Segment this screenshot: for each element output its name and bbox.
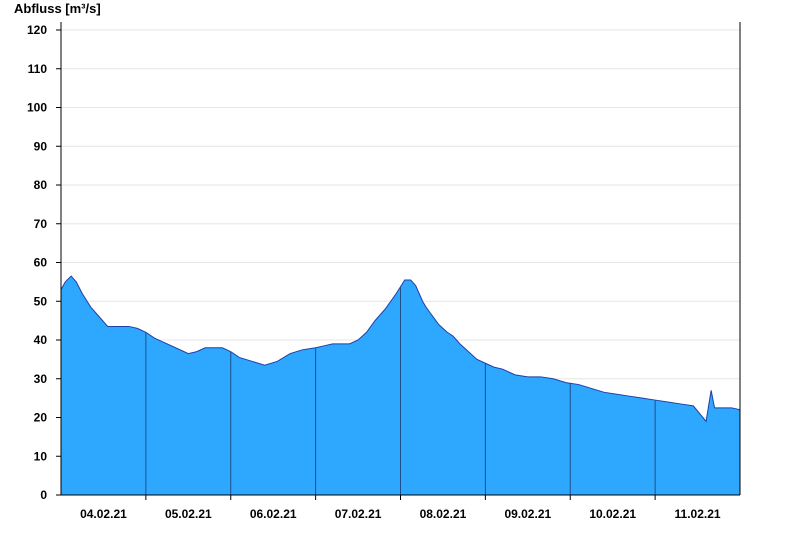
x-tick-label: 05.02.21: [165, 507, 212, 521]
y-tick-label-90: 90: [34, 139, 48, 153]
y-tick-label-70: 70: [34, 217, 48, 231]
x-tick-label: 11.02.21: [675, 507, 721, 521]
y-tick-label-80: 80: [34, 178, 48, 192]
y-tick-label-100: 100: [27, 101, 47, 115]
x-tick-label: 06.02.21: [250, 507, 297, 521]
y-axis-title: Abfluss [m³/s]: [14, 1, 101, 16]
x-tick-label: 07.02.21: [335, 507, 382, 521]
y-tick-label-110: 110: [28, 62, 48, 76]
y-tick-label-60: 60: [34, 256, 48, 270]
discharge-line-0: [60, 275, 741, 423]
day-lines: [145, 286, 656, 495]
y-tick-label-10: 10: [34, 449, 48, 463]
x-tick-label: 08.02.21: [420, 507, 467, 521]
y-tick-label-20: 20: [34, 411, 48, 425]
x-tick-label: 09.02.21: [504, 507, 551, 521]
x-tick-label: 04.02.21: [80, 507, 127, 521]
y-tick-label-50: 50: [34, 294, 48, 308]
tick-layer: 0 10 20 30 40 50 60 70 80 90 100 110 120 04.02.21 05.0…: [27, 23, 721, 521]
y-tick-label-0: 0: [40, 488, 47, 502]
y-tick-label-40: 40: [34, 333, 48, 347]
x-tick-label: 10.02.21: [589, 507, 636, 521]
y-tick-label-120: 120: [27, 23, 47, 37]
y-tick-label-30: 30: [34, 372, 48, 386]
